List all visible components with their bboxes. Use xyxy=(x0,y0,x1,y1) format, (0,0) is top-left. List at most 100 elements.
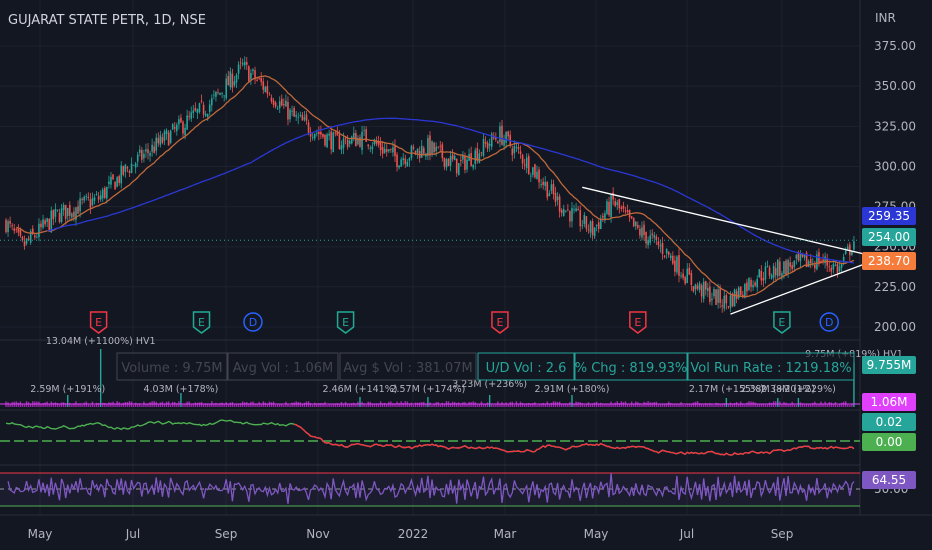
volume-bar xyxy=(132,404,135,407)
candle-body xyxy=(320,131,322,135)
volume-bar xyxy=(585,404,588,407)
volume-bar xyxy=(383,402,386,407)
volume-bar xyxy=(381,403,384,407)
candle-body xyxy=(429,135,431,156)
candle-body xyxy=(838,266,841,272)
candle-body xyxy=(779,261,781,276)
candle-body xyxy=(264,86,267,92)
volume-bar xyxy=(709,403,711,407)
candle-body xyxy=(422,148,425,154)
candle-body xyxy=(9,220,11,224)
volume-bar xyxy=(104,402,106,407)
volume-label: 2.17M (+155%) xyxy=(689,384,764,395)
candle-body xyxy=(525,157,528,169)
candle-body xyxy=(348,140,351,144)
volume-bar xyxy=(663,403,666,407)
candle-body xyxy=(297,117,300,118)
earnings-marker xyxy=(336,311,355,334)
candle-body xyxy=(365,129,367,142)
volume-bar xyxy=(702,404,705,407)
volume-bar xyxy=(180,393,182,407)
time-tick-label: Mar xyxy=(494,527,517,541)
volume-bar xyxy=(762,403,765,407)
candle-body xyxy=(285,100,287,107)
volume-bar xyxy=(377,404,380,407)
candle-body xyxy=(340,145,343,150)
volume-label: 2.59M (+191%) xyxy=(30,384,105,395)
candle-body xyxy=(243,61,246,66)
volume-bar xyxy=(458,402,460,407)
candle-body xyxy=(23,241,26,247)
close-value-tag-bg xyxy=(862,228,916,246)
candle-body xyxy=(396,154,398,167)
candle-body xyxy=(110,176,112,185)
candle-body xyxy=(641,227,643,238)
candle-body xyxy=(303,117,306,120)
event-marker-label: E xyxy=(778,316,785,329)
candle-body xyxy=(410,145,413,158)
candle-body xyxy=(383,148,386,153)
volume-bar xyxy=(264,402,267,407)
volume-bar xyxy=(503,403,505,407)
volume-bar xyxy=(410,402,413,407)
candle-body xyxy=(719,288,721,303)
candle-body xyxy=(542,181,544,185)
candle-body xyxy=(291,110,293,112)
candle-body xyxy=(213,94,215,96)
volume-bar xyxy=(754,402,756,407)
candle-body xyxy=(521,154,524,164)
candle-body xyxy=(550,184,553,191)
candle-body xyxy=(151,144,153,152)
volume-bar xyxy=(215,402,217,407)
candle-body xyxy=(124,164,127,172)
volume-bar xyxy=(649,402,651,407)
candle-body xyxy=(844,250,847,255)
volume-bar xyxy=(73,403,75,407)
volume-bar xyxy=(766,404,769,407)
candle-body xyxy=(682,273,684,278)
volume-bar xyxy=(71,404,73,407)
candle-body xyxy=(87,196,90,199)
candle-body xyxy=(322,133,324,137)
volume-bar xyxy=(785,402,787,407)
moving-average-long xyxy=(47,117,855,264)
candle-body xyxy=(62,204,65,211)
volume-bar xyxy=(260,404,262,407)
volume-label: 3.23M (+236%) xyxy=(452,379,527,390)
ma-long-value-tag: 259.35 xyxy=(868,209,910,223)
candle-body xyxy=(326,134,328,148)
volume-value-tag-bg xyxy=(862,356,916,374)
volume-bar xyxy=(727,403,730,407)
volume-bar xyxy=(48,403,50,407)
volume-bar xyxy=(476,404,479,407)
candle-body xyxy=(171,124,174,130)
candle-body xyxy=(167,132,170,146)
candle-body xyxy=(591,221,594,236)
volume-bar xyxy=(248,403,250,407)
volume-bar xyxy=(256,403,258,407)
candle-body xyxy=(103,188,106,198)
candle-body xyxy=(353,132,355,138)
candle-body xyxy=(540,184,542,186)
volume-bar xyxy=(346,403,349,407)
volume-bar xyxy=(283,404,285,407)
volume-bar xyxy=(723,403,725,407)
volume-bar xyxy=(651,402,653,407)
volume-bar xyxy=(206,403,209,407)
volume-bar xyxy=(149,402,151,407)
volume-bar xyxy=(233,404,236,407)
candle-body xyxy=(165,130,168,134)
candle-body xyxy=(260,78,263,83)
candle-body xyxy=(472,164,474,168)
volume-bar xyxy=(526,403,528,407)
volume-bar xyxy=(17,402,20,407)
candle-body xyxy=(739,286,742,296)
volume-bar xyxy=(196,402,199,407)
candle-body xyxy=(552,184,555,195)
candle-body xyxy=(225,78,228,99)
stat-box xyxy=(687,352,855,381)
volume-bar xyxy=(460,403,462,407)
